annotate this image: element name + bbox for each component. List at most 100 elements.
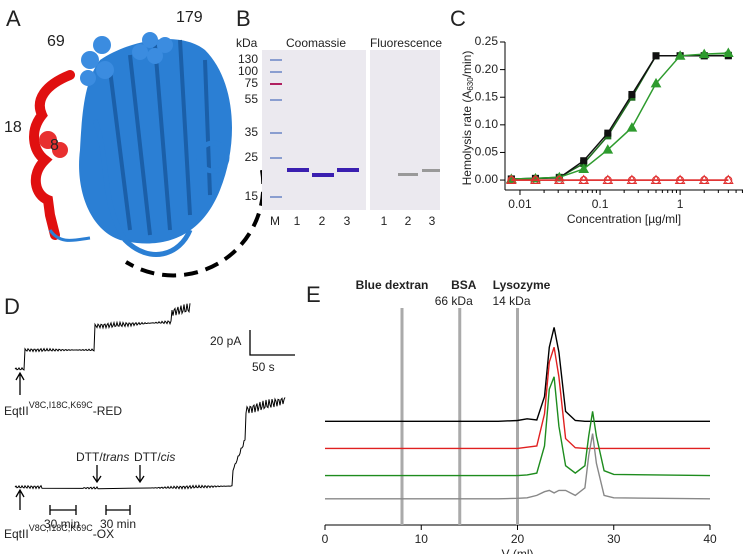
- series-line: [325, 327, 710, 422]
- label-part: Hemolysis rate (A: [460, 91, 474, 186]
- protein-name: EqtII: [4, 404, 29, 418]
- y-axis-label: Hemolysis rate (A630/min): [460, 51, 475, 186]
- gel-section: Fluorescence: [370, 36, 442, 50]
- mutations: V8C,I18C,K69C: [29, 400, 94, 410]
- x-tick-label: 0: [322, 532, 329, 546]
- lane-label: 3: [344, 214, 351, 228]
- lane-label: 1: [381, 214, 388, 228]
- point: [530, 174, 541, 185]
- gel-marker-label: 75: [245, 76, 259, 90]
- x-tick-label: 20: [511, 532, 525, 546]
- gel-unit: kDa: [236, 36, 258, 50]
- point: [628, 90, 636, 98]
- residue-label: 179: [176, 9, 203, 26]
- x-tick-label: 1: [677, 197, 684, 211]
- x-tick-label: 30: [607, 532, 621, 546]
- side: trans: [103, 450, 130, 464]
- panel-letter: B: [236, 6, 251, 31]
- trace-annotations: [15, 330, 295, 515]
- marker-sublabel: 66 kDa: [435, 294, 473, 308]
- y-tick-label: 0.20: [475, 62, 499, 76]
- lane-label: 2: [405, 214, 412, 228]
- point: [722, 174, 734, 185]
- current-traces: [14, 303, 286, 490]
- residue-label: 8: [50, 137, 59, 154]
- point: [698, 174, 710, 185]
- gap-label: 30 min: [100, 517, 136, 531]
- x-axis-label: Concentration [µg/ml]: [567, 212, 681, 226]
- mutations: V8C,I18C,K69C: [29, 523, 94, 533]
- y-tick-label: 0.10: [475, 117, 499, 131]
- x-tick-label: 0.1: [592, 197, 609, 211]
- lane-label: 1: [294, 214, 301, 228]
- point: [650, 174, 662, 185]
- marker-sublabel: 14 kDa: [492, 294, 530, 308]
- panel-letter: A: [6, 6, 21, 31]
- x-tick-label: 0.01: [508, 197, 532, 211]
- state: -OX: [93, 527, 114, 541]
- point: [722, 47, 734, 58]
- trace: [14, 397, 286, 490]
- gel-marker-label: 55: [245, 92, 259, 106]
- gel-marker-label: 100: [238, 64, 258, 78]
- point: [553, 174, 565, 185]
- gel-divider: [366, 50, 370, 210]
- dtt-label: DTT/cis: [134, 450, 175, 464]
- gel-marker-label: 130: [238, 52, 258, 66]
- gel-section: Coomassie: [286, 36, 346, 50]
- ladder-band: [270, 71, 282, 73]
- point: [674, 174, 686, 185]
- dtt: DTT/: [76, 450, 103, 464]
- point: [674, 50, 686, 60]
- ladder-band: [270, 83, 282, 85]
- marker-label: Blue dextran: [356, 278, 429, 292]
- scale-label: 50 s: [252, 360, 275, 374]
- lane-label: 2: [319, 214, 326, 228]
- panel-letter: D: [4, 294, 20, 319]
- protein-name: EqtII: [4, 527, 29, 541]
- label-part: /min): [460, 51, 474, 78]
- point: [602, 144, 614, 154]
- protein-structure: [29, 32, 266, 278]
- side: cis: [161, 450, 176, 464]
- ladder-band: [270, 196, 282, 198]
- y-tick-label: 0.15: [475, 89, 499, 103]
- lane-label: M: [270, 214, 280, 228]
- label-sub: 630: [466, 77, 475, 91]
- x-tick-label: 10: [415, 532, 429, 546]
- x-tick-label: 40: [703, 532, 717, 546]
- sample-label: EqtIIV8C,I18C,K69C-RED: [4, 400, 122, 418]
- point: [626, 122, 638, 132]
- y-tick-label: 0.25: [475, 34, 499, 48]
- dtt: DTT/: [134, 450, 161, 464]
- ladder-band: [270, 99, 282, 101]
- ladder-band: [270, 132, 282, 134]
- marker-label: Lysozyme: [493, 278, 551, 292]
- point: [604, 129, 612, 137]
- state: -RED: [93, 404, 123, 418]
- series-line: [325, 376, 711, 477]
- series-line: [325, 433, 711, 500]
- gel-marker-label: 25: [245, 150, 259, 164]
- scale-label: 20 pA: [210, 334, 241, 348]
- ladder-band: [270, 157, 282, 159]
- point: [505, 174, 517, 185]
- gel-marker-label: 15: [245, 189, 259, 203]
- residue-label: 18: [4, 119, 22, 136]
- panel-letter: E: [306, 282, 321, 307]
- x-axis-label: V (ml): [502, 547, 534, 554]
- gel-bands: [287, 168, 440, 177]
- y-tick-label: 0.00: [475, 172, 499, 186]
- point: [626, 174, 638, 185]
- point: [652, 52, 660, 60]
- point: [580, 157, 588, 165]
- point: [578, 174, 590, 185]
- series-line: [511, 52, 729, 180]
- gel: [262, 50, 440, 210]
- point: [698, 48, 710, 59]
- residue-label: 69: [47, 33, 65, 50]
- y-tick-label: 0.05: [475, 145, 499, 159]
- panel-letter: C: [450, 6, 466, 31]
- dtt-label: DTT/trans: [76, 450, 129, 464]
